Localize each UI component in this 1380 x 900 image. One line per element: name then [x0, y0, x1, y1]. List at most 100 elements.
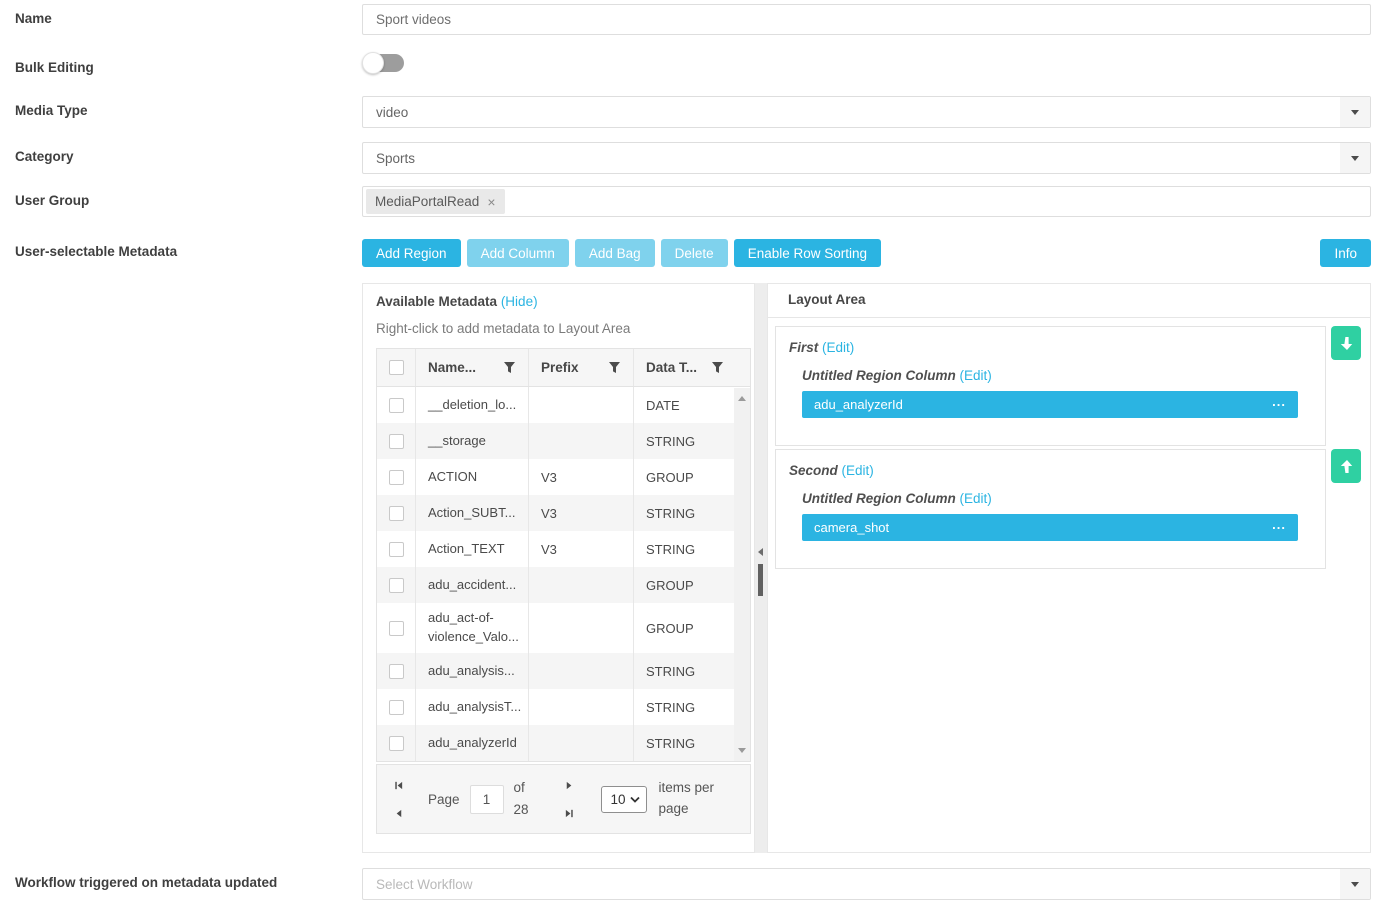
row-checkbox[interactable] [388, 541, 404, 557]
region-second: Second (Edit) Untitled Region Column (Ed… [775, 449, 1326, 569]
metadata-table: Name... Prefix Data T... [376, 348, 751, 762]
last-page-icon[interactable] [564, 808, 575, 819]
previous-page-icon[interactable] [393, 808, 404, 819]
workflow-label: Workflow triggered on metadata updated [15, 875, 278, 890]
edit-column-link[interactable]: (Edit) [959, 491, 992, 506]
row-checkbox[interactable] [388, 663, 404, 679]
row-checkbox[interactable] [388, 469, 404, 485]
dropdown-arrow-box[interactable] [1340, 869, 1370, 899]
scroll-up-icon[interactable] [738, 396, 746, 401]
panel-splitter[interactable] [755, 283, 767, 853]
metadata-item-bar[interactable]: adu_analyzerId ... [802, 391, 1298, 418]
hide-link[interactable]: (Hide) [500, 294, 538, 309]
metadata-split-panels: Available Metadata (Hide) Right-click to… [362, 283, 1371, 853]
bulk-editing-toggle[interactable] [362, 52, 404, 74]
available-metadata-panel: Available Metadata (Hide) Right-click to… [362, 283, 755, 853]
table-pager: Page of 28 10 items per page [376, 764, 751, 834]
chevron-down-icon [1351, 155, 1359, 161]
add-column-button[interactable]: Add Column [466, 239, 569, 267]
table-row[interactable]: adu_analyzerId STRING [377, 725, 734, 761]
next-page-icon[interactable] [564, 780, 575, 791]
region-column-title: Untitled Region Column (Edit) [802, 368, 992, 383]
first-page-icon[interactable] [393, 780, 404, 791]
metadata-item-bar[interactable]: camera_shot ... [802, 514, 1298, 541]
region-title: Second (Edit) [789, 463, 874, 478]
move-region-down-button[interactable] [1331, 326, 1361, 360]
table-row[interactable]: adu_analysisT... STRING [377, 689, 734, 725]
name-label: Name [15, 11, 52, 26]
table-row[interactable]: __storage STRING [377, 423, 734, 459]
row-checkbox[interactable] [388, 433, 404, 449]
user-group-input[interactable]: MediaPortalRead × [362, 186, 1371, 217]
arrow-up-icon [1340, 459, 1353, 473]
page-size-select[interactable]: 10 [600, 785, 647, 813]
table-row[interactable]: adu_analysis... STRING [377, 653, 734, 689]
table-header: Name... Prefix Data T... [377, 349, 750, 387]
row-checkbox[interactable] [388, 577, 404, 593]
edit-region-link[interactable]: (Edit) [841, 463, 874, 478]
row-checkbox[interactable] [388, 397, 404, 413]
region-title: First (Edit) [789, 340, 855, 355]
move-region-up-button[interactable] [1331, 449, 1361, 483]
page-number-input[interactable] [469, 784, 504, 814]
user-selectable-metadata-label: User-selectable Metadata [15, 244, 178, 259]
workflow-placeholder: Select Workflow [376, 876, 473, 892]
row-checkbox[interactable] [388, 505, 404, 521]
table-row[interactable]: Action_TEXT V3 STRING [377, 531, 734, 567]
media-type-label: Media Type [15, 103, 88, 118]
column-header-data-type: Data T... [646, 360, 698, 375]
table-row[interactable]: Action_SUBT... V3 STRING [377, 495, 734, 531]
table-row[interactable]: adu_accident... GROUP [377, 567, 734, 603]
row-checkbox[interactable] [388, 620, 404, 636]
add-region-button[interactable]: Add Region [362, 239, 461, 267]
info-button[interactable]: Info [1320, 239, 1371, 267]
available-metadata-title: Available Metadata (Hide) [376, 294, 538, 309]
page-label: Page [428, 791, 460, 807]
chevron-down-icon [1351, 881, 1359, 887]
table-scrollbar[interactable] [734, 388, 750, 761]
row-checkbox[interactable] [388, 699, 404, 715]
layout-area-title: Layout Area [788, 292, 866, 307]
filter-icon[interactable] [711, 361, 724, 374]
scroll-down-icon[interactable] [738, 748, 746, 753]
right-click-hint: Right-click to add metadata to Layout Ar… [376, 321, 631, 336]
name-input[interactable] [362, 4, 1371, 35]
chevron-down-icon [1351, 109, 1359, 115]
media-type-dropdown[interactable]: video [362, 96, 1371, 128]
media-type-value: video [376, 104, 409, 120]
tag-label: MediaPortalRead [375, 194, 480, 209]
category-dropdown[interactable]: Sports [362, 142, 1371, 174]
add-bag-button[interactable]: Add Bag [574, 239, 655, 267]
splitter-drag-handle[interactable] [758, 564, 763, 596]
dropdown-arrow-box[interactable] [1340, 97, 1370, 127]
remove-tag-icon[interactable]: × [487, 193, 496, 210]
table-row[interactable]: ACTION V3 GROUP [377, 459, 734, 495]
page-count-label: of 28 [513, 780, 529, 817]
dropdown-arrow-box[interactable] [1340, 143, 1370, 173]
column-header-name: Name... [428, 360, 477, 375]
row-checkbox[interactable] [388, 735, 404, 751]
layout-area-panel: Layout Area First (Edit) Untitled Region… [767, 283, 1371, 853]
table-row[interactable]: __deletion_lo... DATE [377, 387, 734, 423]
region-column-title: Untitled Region Column (Edit) [802, 491, 992, 506]
edit-region-link[interactable]: (Edit) [822, 340, 855, 355]
arrow-down-icon [1340, 336, 1353, 350]
user-group-label: User Group [15, 193, 90, 208]
select-all-checkbox[interactable] [388, 360, 404, 375]
delete-button[interactable]: Delete [660, 239, 728, 267]
enable-row-sorting-button[interactable]: Enable Row Sorting [733, 239, 882, 267]
edit-column-link[interactable]: (Edit) [959, 368, 992, 383]
items-per-page-label: items per page [658, 780, 715, 816]
region-first: First (Edit) Untitled Region Column (Edi… [775, 326, 1326, 446]
user-group-tag: MediaPortalRead × [366, 189, 505, 214]
bulk-editing-label: Bulk Editing [15, 60, 94, 75]
category-label: Category [15, 149, 74, 164]
category-value: Sports [376, 150, 416, 166]
table-row[interactable]: adu_act-of-violence_Valo... GROUP [377, 603, 734, 653]
filter-icon[interactable] [608, 361, 621, 374]
filter-icon[interactable] [503, 361, 516, 374]
chevron-down-icon [629, 796, 640, 803]
workflow-dropdown[interactable]: Select Workflow [362, 868, 1371, 900]
collapse-left-icon[interactable] [758, 548, 763, 556]
